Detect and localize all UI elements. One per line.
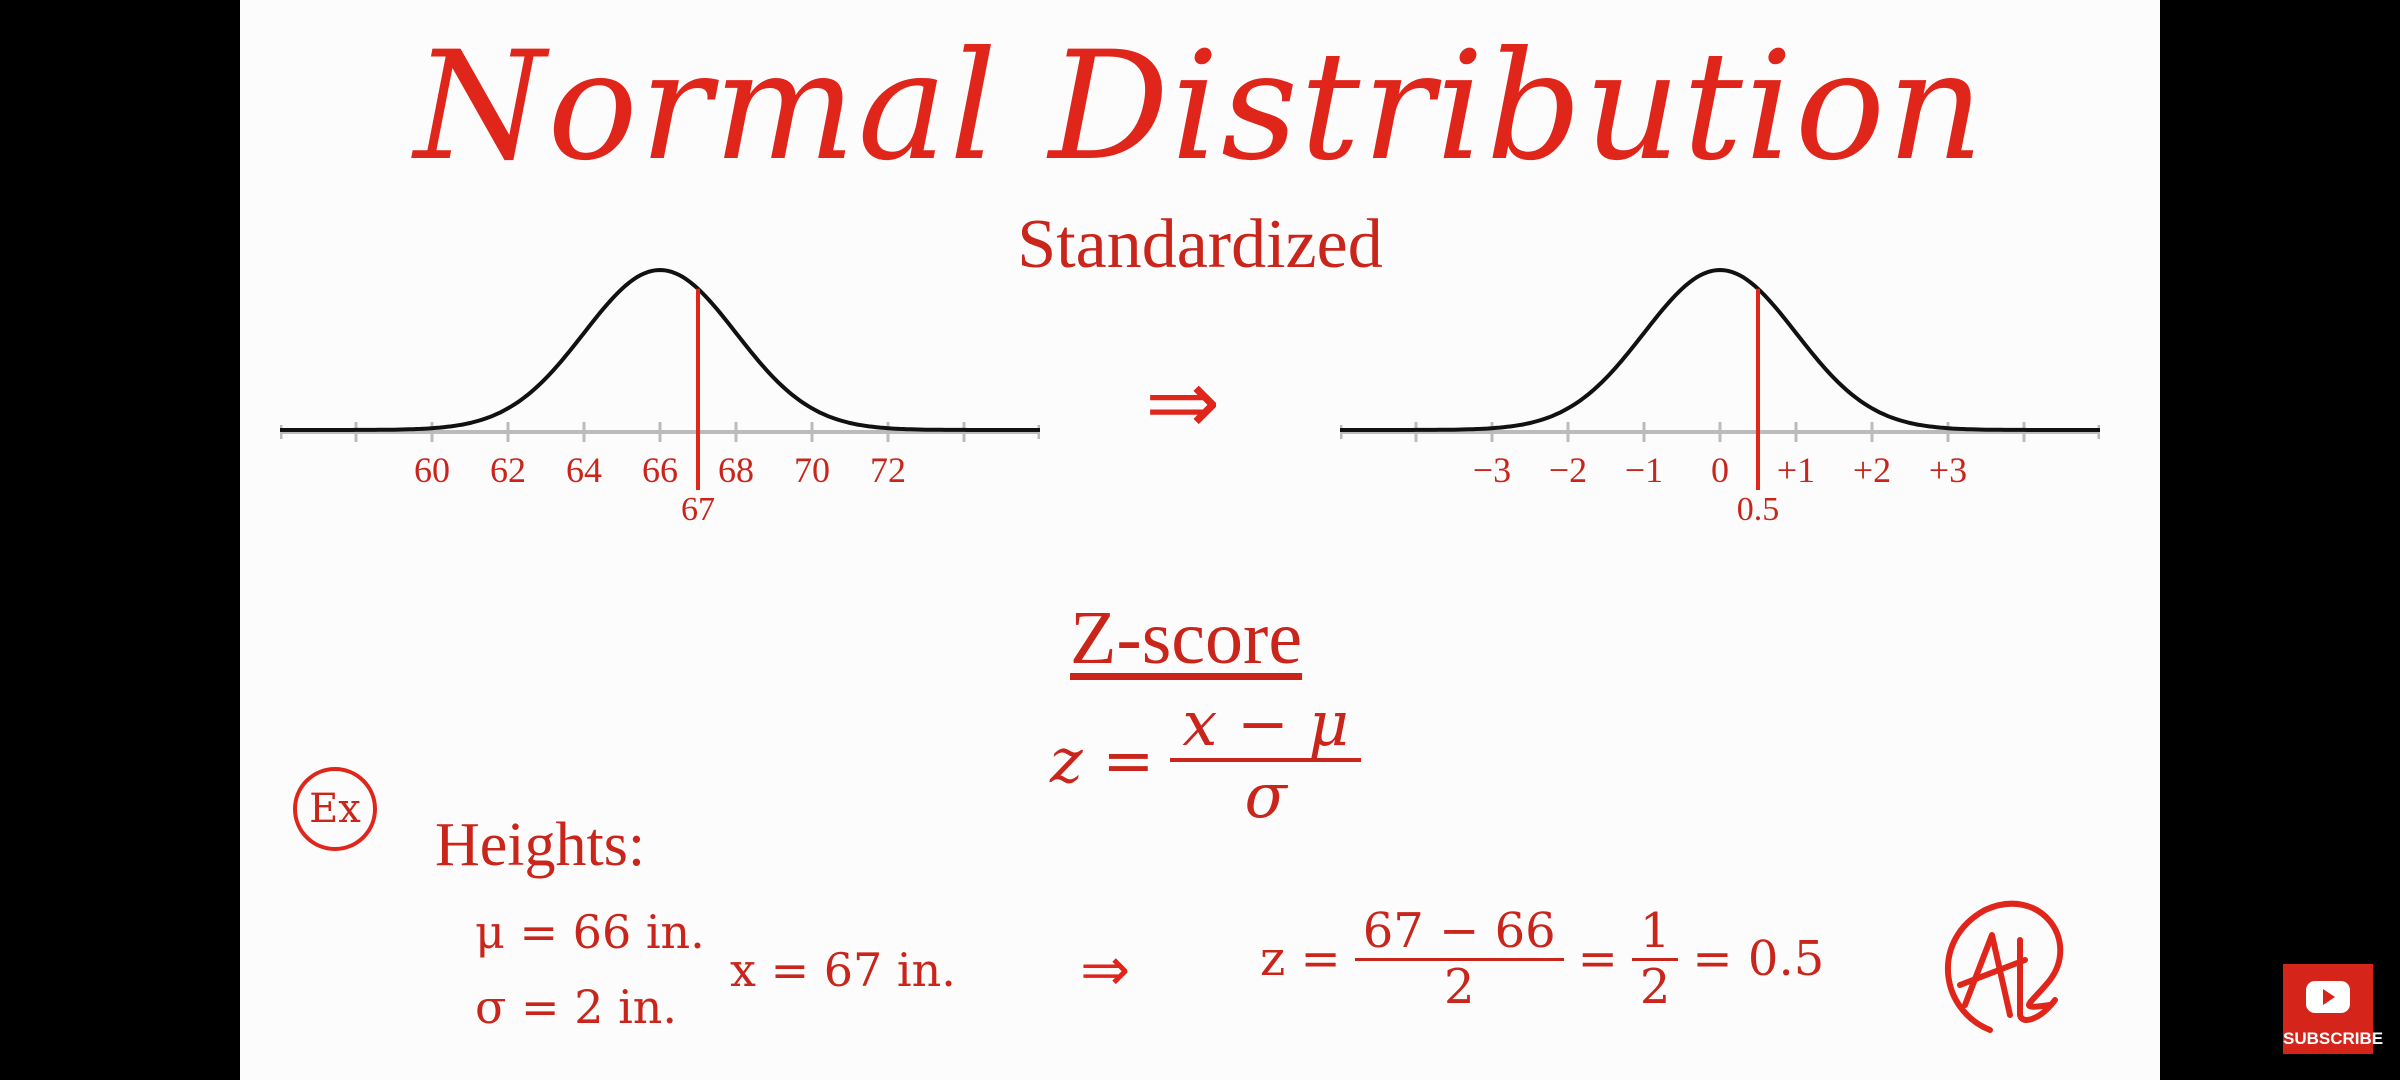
x-tick-label: 62 [490, 450, 526, 490]
x-tick-label: 70 [794, 450, 830, 490]
example-arrow: ⇒ [1080, 935, 1131, 1005]
x-tick-label: −3 [1473, 450, 1511, 490]
calc-equals: = [1577, 931, 1618, 988]
formula-denominator: σ [1244, 759, 1287, 833]
youtube-play-icon [2306, 981, 2350, 1013]
calc-fraction-simplified: 1 2 [1631, 905, 1679, 1015]
marker-label: 0.5 [1737, 491, 1780, 528]
standardized-distribution-chart: −3 −2 −1 0 +1 +2 +3 0.5 [1340, 267, 2100, 528]
normal-curve-line [1340, 267, 2100, 432]
zscore-formula: z = x − μ σ [1050, 689, 1361, 833]
calc-denominator-simplified: 2 [1639, 958, 1671, 1015]
subscribe-label: SUBSCRIBE [2283, 1029, 2384, 1048]
zscore-calculation: z = 67 − 66 2 = 1 2 = 0.5 [1260, 905, 1824, 1014]
x-tick-label: 60 [414, 450, 450, 490]
mean-value: μ = 66 in. [475, 905, 705, 959]
x-tick-label: −2 [1549, 450, 1587, 490]
formula-fraction: x − μ σ [1170, 689, 1361, 833]
zscore-heading: Z-score [1070, 596, 1303, 680]
sd-value: σ = 2 in. [475, 980, 678, 1034]
x-value: x = 67 in. [730, 943, 956, 997]
formula-numerator: x − μ [1170, 689, 1361, 763]
marker-label: 67 [681, 491, 715, 528]
example-badge: Ex [293, 767, 377, 851]
formula-lhs: z = [1050, 723, 1155, 797]
calc-lhs: z = [1260, 931, 1341, 988]
x-tick-label: +1 [1777, 450, 1815, 490]
slide-title: Normal Distribution [414, 20, 1986, 194]
x-tick-label: +3 [1929, 450, 1967, 490]
calc-denominator: 2 [1443, 958, 1475, 1015]
slide: Normal Distribution Standardized 60 62 64 6… [240, 0, 2160, 1080]
slide-subtitle: Standardized [1017, 206, 1383, 283]
calc-fraction: 67 − 66 2 [1354, 905, 1564, 1015]
x-tick-label: 72 [870, 450, 906, 490]
x-tick-label: 68 [718, 450, 754, 490]
normal-curve-line [280, 267, 1040, 432]
x-tick-label: +2 [1853, 450, 1891, 490]
at-monogram-icon [1945, 900, 2064, 1033]
example-label: Heights: [435, 811, 646, 879]
calc-result: = 0.5 [1692, 931, 1825, 988]
x-tick-label: 64 [566, 450, 602, 490]
transform-arrow: ⇒ [1145, 350, 1221, 455]
raw-distribution-chart: 60 62 64 66 68 70 72 67 [280, 267, 1040, 528]
subscribe-button[interactable]: SUBSCRIBE [2283, 964, 2384, 1054]
x-tick-label: 0 [1711, 450, 1729, 490]
calc-numerator: 67 − 66 [1354, 905, 1564, 961]
calc-numerator-simplified: 1 [1631, 905, 1679, 961]
x-tick-label: 66 [642, 450, 678, 490]
x-tick-label: −1 [1625, 450, 1663, 490]
